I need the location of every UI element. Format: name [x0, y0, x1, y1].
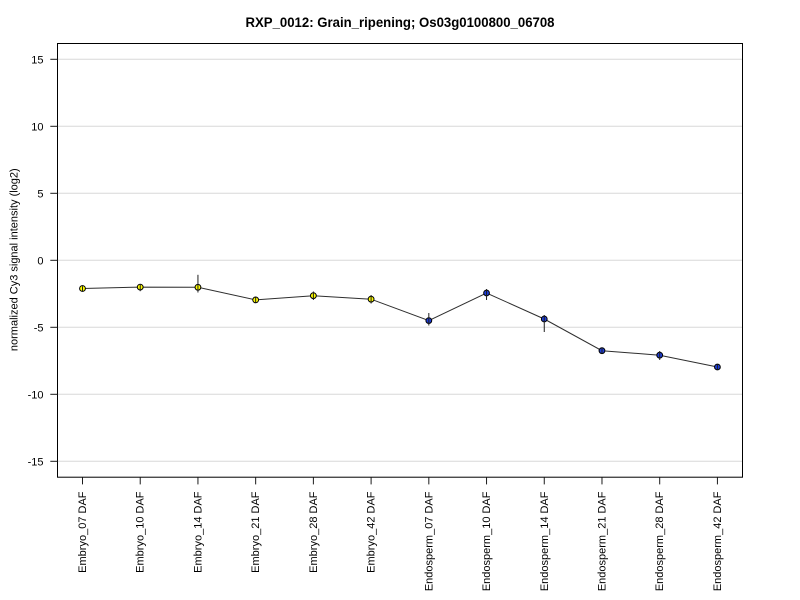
svg-text:10: 10 [31, 122, 43, 134]
svg-text:Embryo_10 DAF: Embryo_10 DAF [135, 491, 147, 573]
svg-text:Endosperm_42 DAF: Endosperm_42 DAF [712, 491, 724, 591]
svg-text:normalized Cy3 signal intensit: normalized Cy3 signal intensity (log2) [9, 168, 21, 351]
svg-text:Endosperm_07 DAF: Endosperm_07 DAF [423, 491, 435, 591]
svg-text:Embryo_07 DAF: Embryo_07 DAF [77, 491, 89, 573]
svg-text:15: 15 [31, 55, 43, 67]
svg-text:-10: -10 [28, 390, 44, 402]
svg-text:5: 5 [37, 189, 43, 201]
svg-text:Endosperm_14 DAF: Endosperm_14 DAF [539, 491, 551, 591]
svg-text:Embryo_42 DAF: Embryo_42 DAF [366, 491, 378, 573]
svg-text:RXP_0012: Grain_ripening; Os03: RXP_0012: Grain_ripening; Os03g0100800_0… [246, 15, 555, 31]
svg-text:-15: -15 [28, 457, 44, 469]
svg-text:Embryo_28 DAF: Embryo_28 DAF [308, 491, 320, 573]
svg-text:-5: -5 [34, 323, 44, 335]
svg-text:Endosperm_28 DAF: Endosperm_28 DAF [654, 491, 666, 591]
svg-text:Endosperm_10 DAF: Endosperm_10 DAF [481, 491, 493, 591]
svg-text:Endosperm_21 DAF: Endosperm_21 DAF [596, 491, 608, 591]
svg-text:Embryo_14 DAF: Embryo_14 DAF [192, 491, 204, 573]
svg-text:Embryo_21 DAF: Embryo_21 DAF [250, 491, 262, 573]
svg-text:0: 0 [37, 256, 43, 268]
